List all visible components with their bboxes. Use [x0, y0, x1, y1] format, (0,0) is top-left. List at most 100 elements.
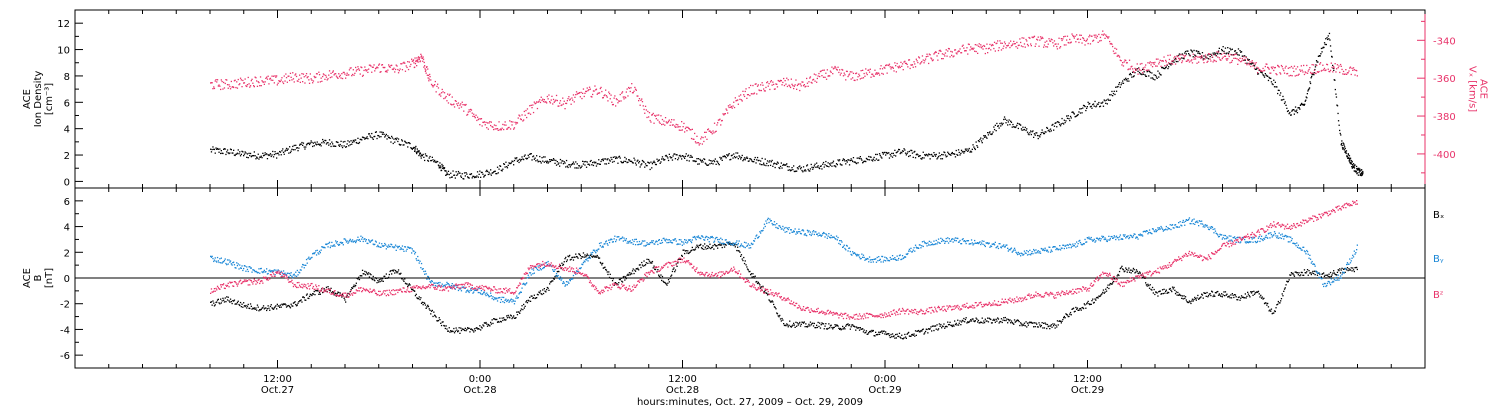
density-series-point — [1218, 47, 1220, 49]
velocity-series-point — [671, 124, 674, 126]
velocity-series-point — [1279, 72, 1281, 74]
bx-series-point — [1108, 287, 1110, 290]
density-series-point — [915, 154, 917, 156]
velocity-series-point — [1273, 69, 1275, 72]
bx-series-point — [691, 246, 693, 249]
velocity-series-point — [419, 57, 421, 59]
bx-series-point — [1132, 267, 1135, 270]
velocity-series-point — [1057, 43, 1059, 45]
bx-series-point — [1066, 314, 1069, 316]
density-series-point — [654, 161, 656, 164]
velocity-series-point — [1086, 39, 1088, 42]
density-series-point — [1348, 157, 1350, 159]
bx-series-point — [298, 301, 300, 303]
density-series-point — [669, 156, 671, 158]
density-series-point — [1222, 46, 1224, 48]
bx-series-point — [974, 320, 976, 322]
velocity-series-point — [477, 118, 479, 121]
velocity-series-point — [516, 122, 519, 124]
by-series-point — [393, 247, 395, 249]
velocity-series-point — [1217, 51, 1220, 53]
bx-series-point — [315, 289, 318, 292]
density-series-point — [621, 162, 624, 164]
velocity-series-point — [322, 75, 324, 78]
by-series-point — [373, 244, 375, 246]
density-series-point — [563, 161, 565, 163]
velocity-series-point — [1313, 64, 1315, 66]
bx-series-point — [1136, 270, 1138, 272]
by-series-point — [294, 275, 296, 277]
velocity-series-point — [253, 86, 255, 88]
velocity-series-point — [1235, 53, 1237, 55]
density-series-point — [760, 160, 762, 162]
velocity-series-point — [262, 81, 265, 83]
bx-series-point — [229, 301, 231, 303]
density-series-point — [341, 146, 344, 149]
bx-series-point — [689, 251, 691, 253]
bx-series-point — [1197, 294, 1199, 297]
velocity-series-point — [694, 141, 697, 143]
bx-series-point — [821, 322, 823, 324]
y-tick-label: 4 — [64, 125, 70, 136]
density-series-point — [1255, 68, 1257, 70]
bx-series-point — [1334, 273, 1336, 275]
density-series-point — [672, 155, 674, 157]
velocity-series-point — [1195, 55, 1197, 58]
density-series-point — [588, 163, 590, 165]
velocity-series-point — [240, 79, 242, 81]
bx-series-point — [656, 271, 658, 273]
density-series-point — [644, 166, 646, 168]
bx-series-point — [1038, 322, 1040, 324]
bx-series-point — [970, 319, 972, 321]
velocity-series-point — [439, 93, 441, 95]
velocity-series-point — [1316, 71, 1319, 73]
bx-series-point — [700, 247, 703, 249]
velocity-series-point — [414, 63, 417, 65]
density-series-point — [979, 138, 981, 141]
velocity-series-point — [786, 77, 788, 79]
bx-series-point — [1101, 293, 1103, 295]
velocity-series-point — [812, 78, 815, 81]
density-series-point — [1313, 74, 1315, 76]
by-series-point — [305, 258, 308, 261]
density-series-point — [1105, 102, 1107, 104]
density-series-point — [774, 166, 776, 169]
velocity-series-point — [363, 69, 365, 72]
velocity-series-point — [505, 124, 507, 126]
velocity-series-point — [598, 92, 601, 94]
density-series-point — [1118, 82, 1121, 84]
velocity-series-point — [1148, 69, 1150, 71]
density-series-point — [1213, 53, 1215, 56]
by-series-point — [277, 269, 279, 271]
velocity-series-point — [1245, 57, 1247, 59]
by-series-point — [424, 273, 426, 275]
velocity-series-point — [1016, 41, 1018, 44]
velocity-series-point — [865, 68, 867, 70]
bx-series-point — [559, 265, 561, 267]
velocity-series-point — [898, 65, 901, 67]
density-series-point — [1181, 57, 1183, 59]
density-series-point — [292, 145, 294, 148]
velocity-series-point — [605, 95, 608, 97]
bx-series-point — [788, 324, 790, 326]
velocity-series-point — [385, 70, 387, 72]
density-series-point — [729, 159, 731, 161]
velocity-series-point — [611, 101, 613, 103]
density-series-point — [1015, 126, 1017, 128]
velocity-series-point — [947, 50, 949, 52]
velocity-series-point — [694, 132, 696, 135]
density-series-point — [490, 169, 492, 171]
density-series-point — [785, 164, 787, 166]
velocity-series-point — [885, 64, 887, 67]
bx-series-point — [308, 295, 311, 297]
bx-series-point — [700, 243, 702, 246]
bx-series-point — [871, 329, 873, 332]
density-series-point — [643, 161, 645, 163]
density-series-point — [603, 158, 605, 160]
bx-series-point — [983, 322, 986, 324]
density-series-point — [819, 165, 822, 167]
density-series-point — [648, 162, 650, 164]
bx-series-point — [960, 321, 963, 323]
density-series-point — [1151, 77, 1154, 79]
density-series-point — [750, 158, 752, 160]
